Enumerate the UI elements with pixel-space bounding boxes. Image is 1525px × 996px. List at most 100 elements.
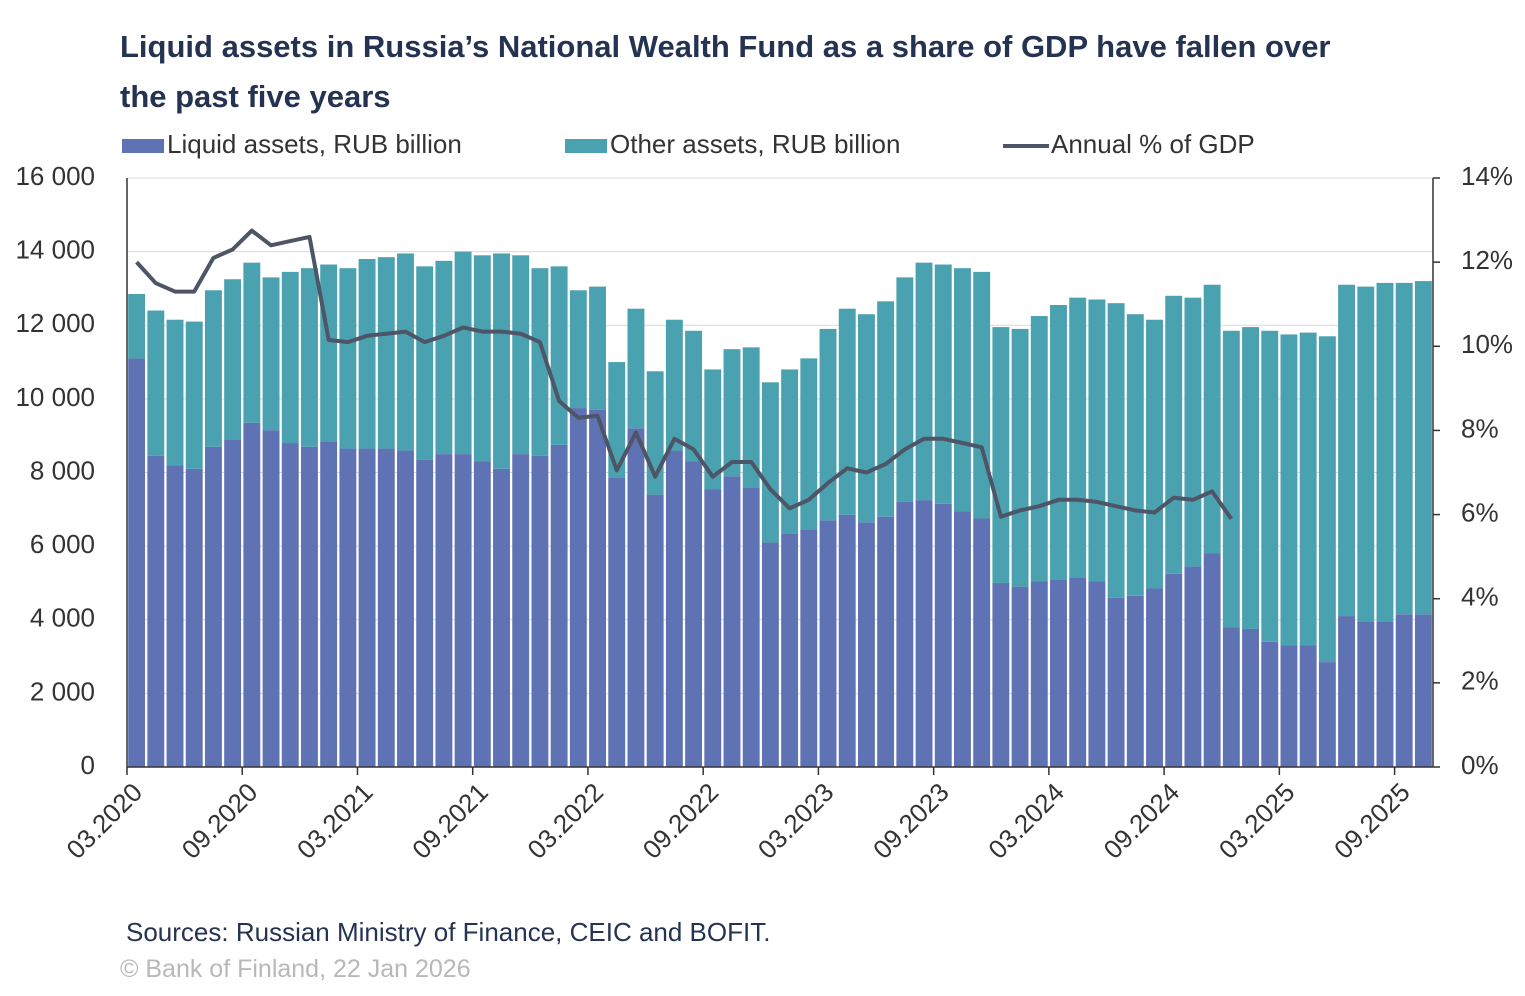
bar — [1242, 628, 1259, 767]
bar — [742, 487, 760, 767]
bar — [608, 478, 626, 767]
x-tick-label: 03.2023 — [752, 777, 840, 865]
y2-tick-label: 10% — [1461, 329, 1513, 359]
bar — [204, 290, 222, 447]
bar — [1280, 645, 1298, 767]
bar — [1165, 573, 1183, 767]
bar — [915, 500, 933, 767]
bar — [819, 520, 837, 767]
bar — [781, 533, 799, 767]
legend-label: Annual % of GDP — [1051, 129, 1255, 159]
bar — [1395, 282, 1413, 615]
bar — [838, 308, 856, 515]
bar — [416, 266, 434, 460]
bar — [954, 268, 971, 512]
bar — [454, 454, 472, 767]
bar — [493, 253, 510, 469]
legend-label: Other assets, RUB billion — [610, 129, 900, 159]
y2-tick-label: 8% — [1461, 413, 1499, 443]
x-tick-label: 09.2020 — [176, 777, 264, 865]
y2-tick-label: 14% — [1461, 161, 1513, 191]
bar — [627, 428, 645, 767]
bar — [877, 516, 895, 767]
bar — [589, 409, 606, 767]
bar — [550, 444, 568, 767]
bar — [627, 308, 645, 429]
bar — [358, 258, 376, 449]
bar — [435, 260, 453, 455]
bar — [934, 503, 952, 767]
x-tick-label: 03.2020 — [60, 777, 148, 865]
bar — [1203, 553, 1221, 767]
x-tick-label: 09.2023 — [867, 777, 955, 865]
bar — [1261, 641, 1279, 767]
bar — [1011, 328, 1029, 587]
bar — [1261, 330, 1279, 642]
bar — [781, 369, 799, 534]
bar — [1069, 577, 1087, 767]
bar — [857, 314, 875, 523]
bar — [1318, 662, 1336, 767]
bar — [742, 347, 760, 488]
bar — [665, 319, 683, 451]
bar — [550, 266, 568, 445]
y2-tick-label: 2% — [1461, 666, 1499, 696]
bar — [454, 251, 472, 455]
x-tick-label: 09.2022 — [637, 777, 725, 865]
legend-swatch — [122, 139, 164, 153]
bar — [589, 286, 606, 410]
bar — [224, 279, 242, 440]
bar — [685, 330, 703, 462]
bar — [569, 290, 587, 409]
bar — [1126, 314, 1144, 596]
bar — [800, 529, 818, 767]
y2-tick-label: 12% — [1461, 245, 1513, 275]
bar — [243, 422, 261, 767]
y-tick-label: 2 000 — [30, 676, 95, 706]
bar — [281, 271, 299, 444]
bar — [262, 277, 280, 431]
bar — [992, 582, 1010, 767]
bar — [954, 511, 971, 767]
bar — [1338, 284, 1356, 617]
bar — [301, 446, 318, 767]
y-tick-label: 6 000 — [30, 529, 95, 559]
bar — [1203, 284, 1221, 554]
bar — [1146, 319, 1163, 589]
legend-swatch — [565, 139, 607, 153]
y2-tick-label: 0% — [1461, 750, 1499, 780]
x-tick-label: 09.2024 — [1098, 777, 1186, 865]
bar — [1107, 303, 1125, 598]
x-tick-label: 03.2024 — [982, 777, 1070, 865]
bar — [704, 369, 722, 490]
bar — [1030, 316, 1048, 582]
y-tick-label: 4 000 — [30, 603, 95, 633]
bar — [1318, 336, 1336, 663]
chart: 0 2 000 4 000 6 000 8 000 10 000 12 000 14 000 1… — [15, 129, 1513, 865]
bar — [339, 448, 357, 767]
bar — [896, 277, 914, 502]
bar — [1242, 327, 1259, 629]
bar — [1165, 295, 1183, 574]
bar — [185, 321, 203, 469]
bar — [224, 439, 242, 767]
bar — [128, 293, 146, 359]
bar — [416, 459, 434, 767]
bar — [1050, 305, 1067, 580]
bar — [320, 441, 338, 767]
x-tick-label: 03.2025 — [1213, 777, 1301, 865]
bar — [493, 468, 510, 767]
bar — [1107, 597, 1125, 767]
bar — [1376, 282, 1394, 622]
bar — [973, 271, 991, 519]
bar — [1184, 566, 1202, 767]
legend-label: Liquid assets, RUB billion — [167, 129, 462, 159]
bar — [646, 494, 664, 767]
source-note: Sources: Russian Ministry of Finance, CE… — [126, 917, 771, 947]
y2-tick-label: 4% — [1461, 582, 1499, 612]
bar — [1030, 581, 1048, 767]
bar — [896, 501, 914, 767]
x-tick-label: 09.2021 — [406, 777, 494, 865]
bar — [1011, 586, 1029, 767]
